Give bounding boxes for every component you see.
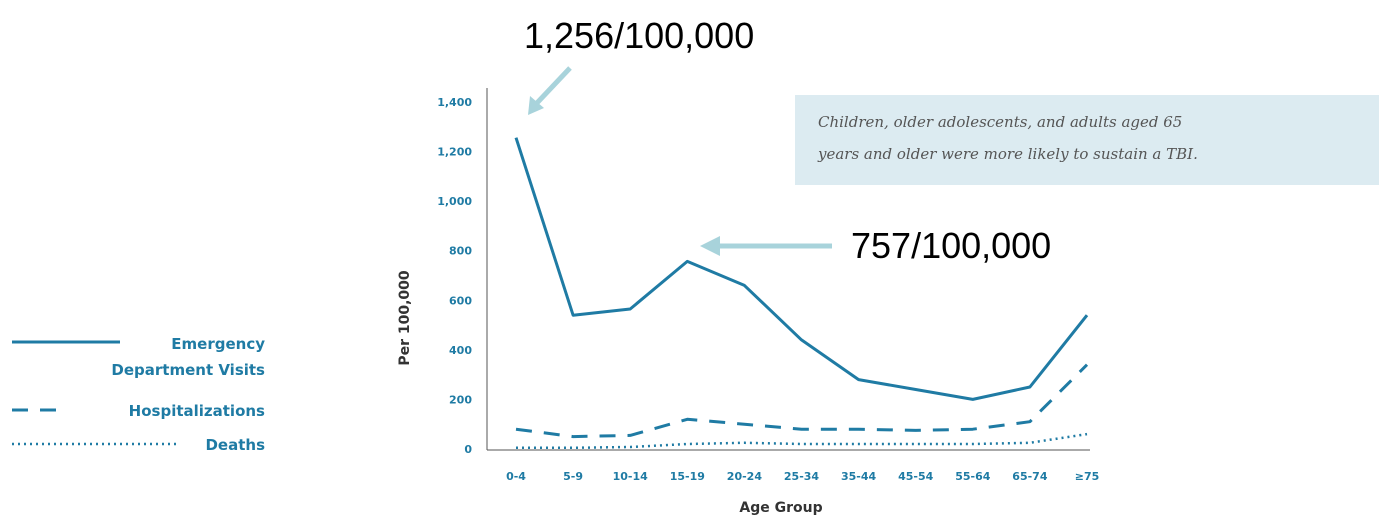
note-box: Children, older adolescents, and adults … — [795, 95, 1379, 185]
annotation-757-text: 757/100,000 — [851, 225, 1051, 266]
annotation-757: 757/100,000 — [700, 225, 1051, 266]
legend-deaths: Deaths — [205, 436, 265, 454]
y-tick-label: 600 — [449, 294, 472, 307]
x-tick-label: ≥75 — [1075, 470, 1100, 483]
series-line-deaths — [516, 432, 1088, 450]
annotation-1256-text: 1,256/100,000 — [524, 15, 754, 56]
axes — [486, 88, 1090, 451]
annotation-1256: 1,256/100,000 — [524, 15, 754, 115]
y-tick-label: 1,000 — [437, 195, 472, 208]
note-line-2: years and older were more likely to sust… — [817, 145, 1198, 163]
legend-ed-visits-line-1: Emergency — [171, 335, 265, 353]
x-tick-label: 5-9 — [563, 470, 583, 483]
legend-ed-visits-line-2: Department Visits — [111, 361, 265, 379]
legend-hospitalizations: Hospitalizations — [129, 402, 265, 420]
y-axis-label: Per 100,000 — [397, 270, 413, 366]
y-tick-labels: 0 200 400 600 800 1,000 1,200 1,400 — [437, 96, 472, 456]
annotation-1256-arrow-head-icon — [528, 96, 544, 115]
x-tick-label: 45-54 — [898, 470, 934, 483]
y-tick-label: 800 — [449, 245, 472, 258]
x-tick-label: 15-19 — [670, 470, 705, 483]
annotation-757-arrow-head-icon — [700, 236, 720, 256]
series-line-hospitalizations — [515, 363, 1089, 439]
legend: Emergency Department Visits Hospitalizat… — [12, 335, 265, 454]
x-tick-label: 55-64 — [955, 470, 991, 483]
x-tick-label: 65-74 — [1012, 470, 1048, 483]
series-layer — [514, 137, 1089, 450]
y-tick-label: 1,200 — [437, 146, 472, 159]
y-tick-label: 1,400 — [437, 96, 472, 109]
x-tick-label: 20-24 — [727, 470, 763, 483]
series-line-emergency-department-visits — [514, 137, 1089, 401]
x-tick-label: 10-14 — [613, 470, 649, 483]
annotation-1256-arrow-icon — [534, 66, 572, 106]
x-tick-label: 35-44 — [841, 470, 877, 483]
y-tick-label: 200 — [449, 393, 472, 406]
note-line-1: Children, older adolescents, and adults … — [818, 113, 1182, 131]
x-tick-labels: 0-4 5-9 10-14 15-19 20-24 25-34 35-44 45-54 55-6… — [506, 470, 1099, 483]
x-axis-label: Age Group — [739, 500, 822, 516]
note-background — [795, 95, 1379, 185]
y-tick-label: 0 — [464, 443, 472, 456]
x-tick-label: 0-4 — [506, 470, 526, 483]
x-tick-label: 25-34 — [784, 470, 820, 483]
y-tick-label: 400 — [449, 344, 472, 357]
